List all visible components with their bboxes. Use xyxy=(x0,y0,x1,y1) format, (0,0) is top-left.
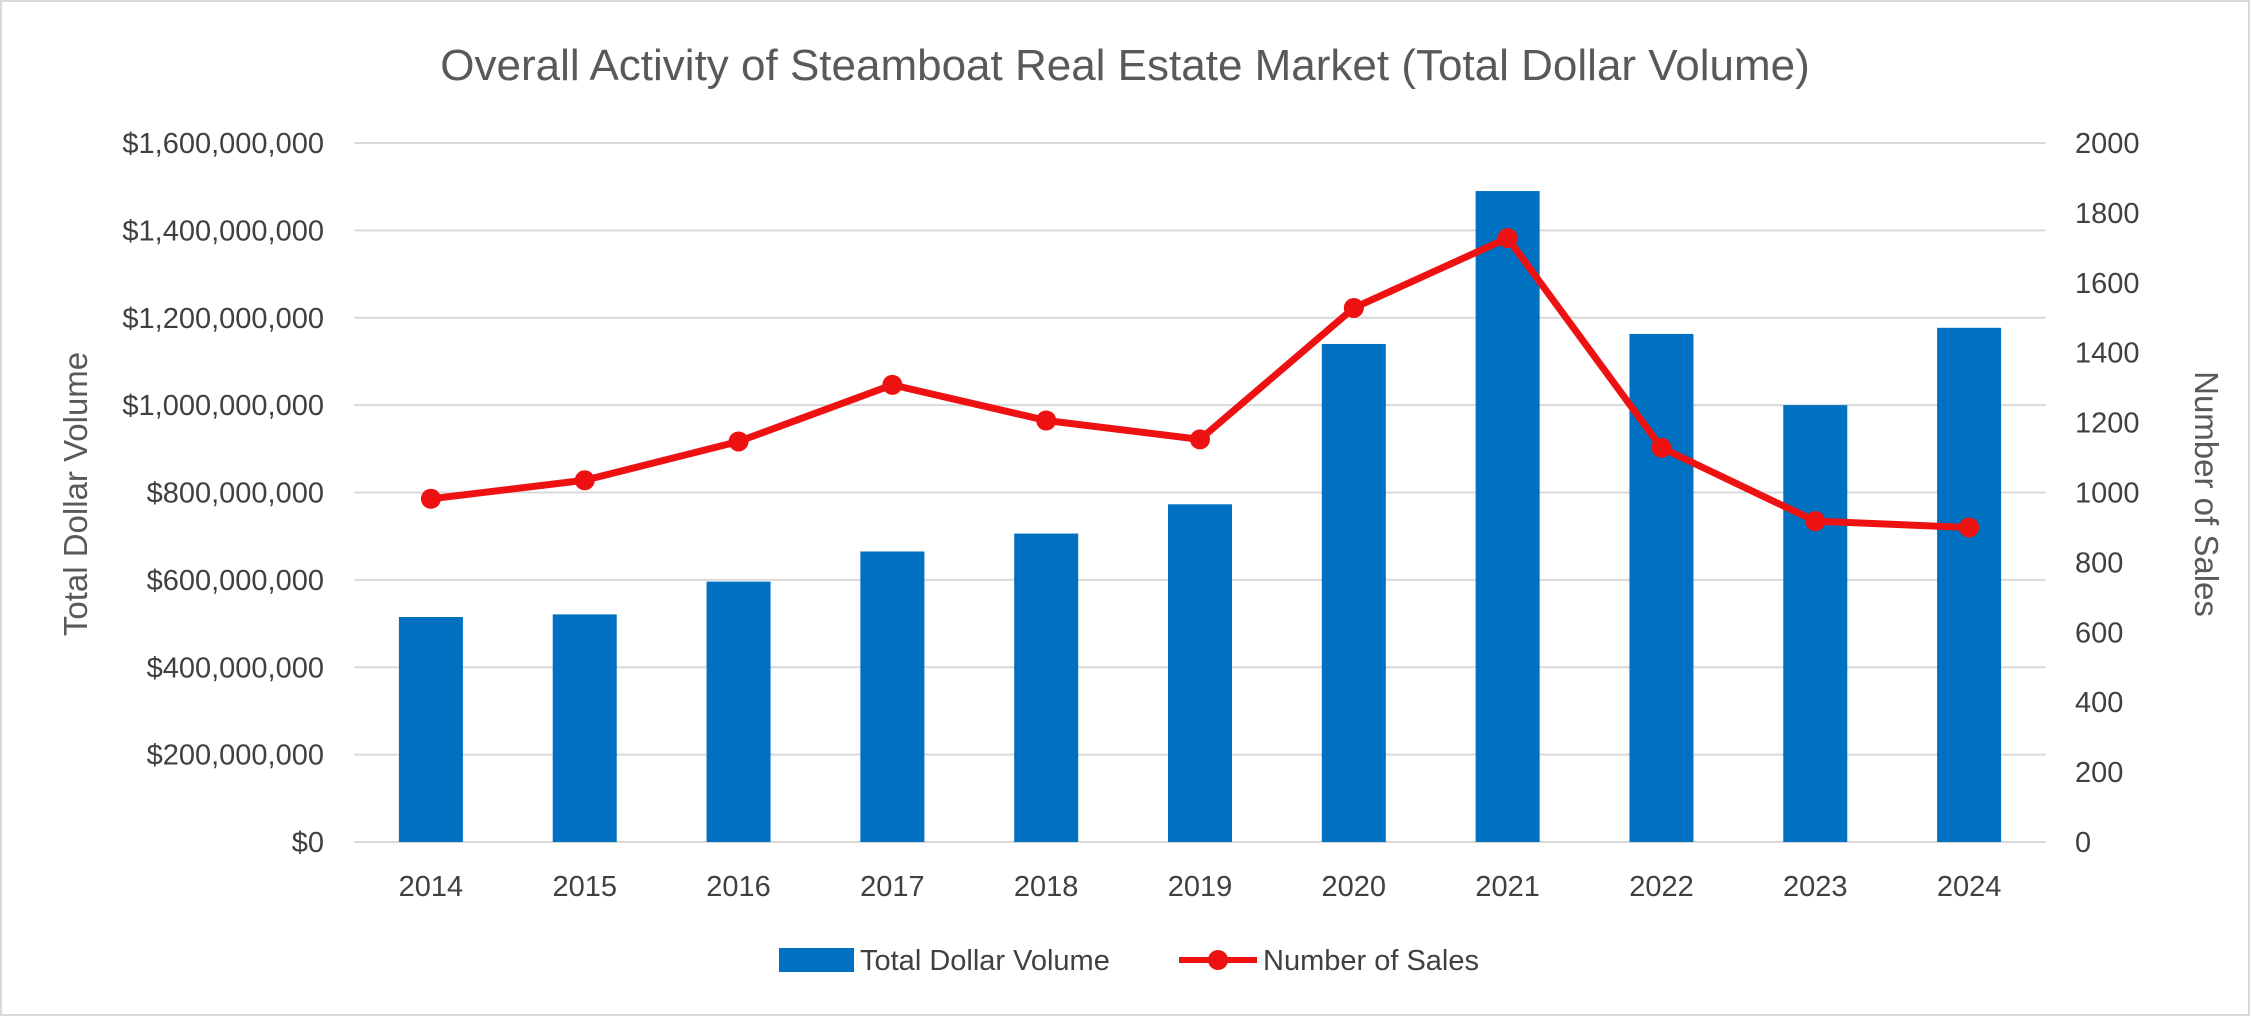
y-tick-label-right: 0 xyxy=(2075,827,2091,859)
y-axis-title-left: Total Dollar Volume xyxy=(57,352,94,636)
bar xyxy=(1783,405,1848,842)
y-tick-label-right: 1400 xyxy=(2075,338,2140,370)
x-tick-label: 2021 xyxy=(1475,871,1540,903)
sales-point xyxy=(1190,429,1210,450)
legend-swatch-bar xyxy=(779,948,854,972)
y-tick-label-left: $800,000,000 xyxy=(147,478,324,510)
x-tick-label: 2015 xyxy=(552,871,617,903)
x-tick-label: 2014 xyxy=(399,871,464,903)
x-tick-label: 2017 xyxy=(860,871,925,903)
bar xyxy=(1937,327,2002,843)
gridlines xyxy=(354,142,2046,843)
bar xyxy=(552,614,617,842)
bar xyxy=(1014,533,1079,842)
y-tick-label-left: $1,400,000,000 xyxy=(122,215,324,247)
y-tick-label-right: 600 xyxy=(2075,617,2123,649)
sales-point xyxy=(1651,437,1672,458)
x-tick-label: 2019 xyxy=(1168,871,1233,903)
x-tick-label: 2023 xyxy=(1783,871,1848,903)
y-tick-label-left: $1,200,000,000 xyxy=(122,303,324,335)
y-tick-label-right: 2000 xyxy=(2075,128,2140,160)
bar-series xyxy=(398,191,2002,843)
legend-label-line: Number of Sales xyxy=(1263,945,1479,977)
y-axis-right: 0 200 400 600 800 1000 1200 1400 1600 1800 2000 xyxy=(2075,128,2140,859)
bar xyxy=(706,581,771,842)
chart-title: Overall Activity of Steamboat Real Estat… xyxy=(440,41,1809,90)
sales-point xyxy=(1036,410,1057,431)
y-tick-label-right: 1000 xyxy=(2075,478,2140,510)
y-tick-label-left: $400,000,000 xyxy=(147,652,324,684)
bar xyxy=(1475,191,1540,842)
y-tick-label-right: 200 xyxy=(2075,757,2123,789)
sales-point xyxy=(1805,511,1826,532)
y-tick-label-left: $1,000,000,000 xyxy=(122,390,324,422)
y-axis-left: $0 $200,000,000 $400,000,000 $600,000,000 $8… xyxy=(122,128,324,859)
x-tick-label: 2016 xyxy=(706,871,771,903)
x-tick-label: 2024 xyxy=(1937,871,2002,903)
bar xyxy=(398,617,463,842)
y-tick-label-left: $0 xyxy=(292,827,324,859)
sales-point xyxy=(882,374,903,395)
y-tick-label-left: $600,000,000 xyxy=(147,565,324,597)
y-tick-label-left: $1,600,000,000 xyxy=(122,128,324,160)
sales-point xyxy=(420,488,441,509)
bar xyxy=(1629,333,1694,842)
x-tick-label: 2022 xyxy=(1629,871,1694,903)
x-tick-label: 2018 xyxy=(1014,871,1079,903)
y-tick-label-right: 1200 xyxy=(2075,408,2140,440)
x-axis: 2014 2015 2016 2017 2018 2019 2020 2021 2022 2023… xyxy=(399,871,2002,903)
y-tick-label-left: $200,000,000 xyxy=(147,740,324,772)
legend: Total Dollar Volume Number of Sales xyxy=(779,945,1479,977)
bar xyxy=(1321,343,1386,842)
y-axis-title-right: Number of Sales xyxy=(2188,371,2225,617)
sales-point xyxy=(728,431,749,452)
legend-swatch-marker xyxy=(1208,950,1228,970)
legend-label-bar: Total Dollar Volume xyxy=(860,945,1110,977)
y-tick-label-right: 400 xyxy=(2075,687,2123,719)
sales-point xyxy=(574,470,595,491)
sales-point xyxy=(1497,228,1518,249)
bar xyxy=(860,551,925,842)
y-tick-label-right: 1800 xyxy=(2075,198,2140,230)
sales-point xyxy=(1959,517,1980,538)
sales-line xyxy=(427,234,1973,531)
line-series xyxy=(420,228,1980,538)
x-tick-label: 2020 xyxy=(1322,871,1387,903)
y-tick-label-right: 800 xyxy=(2075,547,2123,579)
bar xyxy=(1168,504,1232,842)
sales-point xyxy=(1343,297,1364,318)
y-tick-label-right: 1600 xyxy=(2075,268,2140,300)
